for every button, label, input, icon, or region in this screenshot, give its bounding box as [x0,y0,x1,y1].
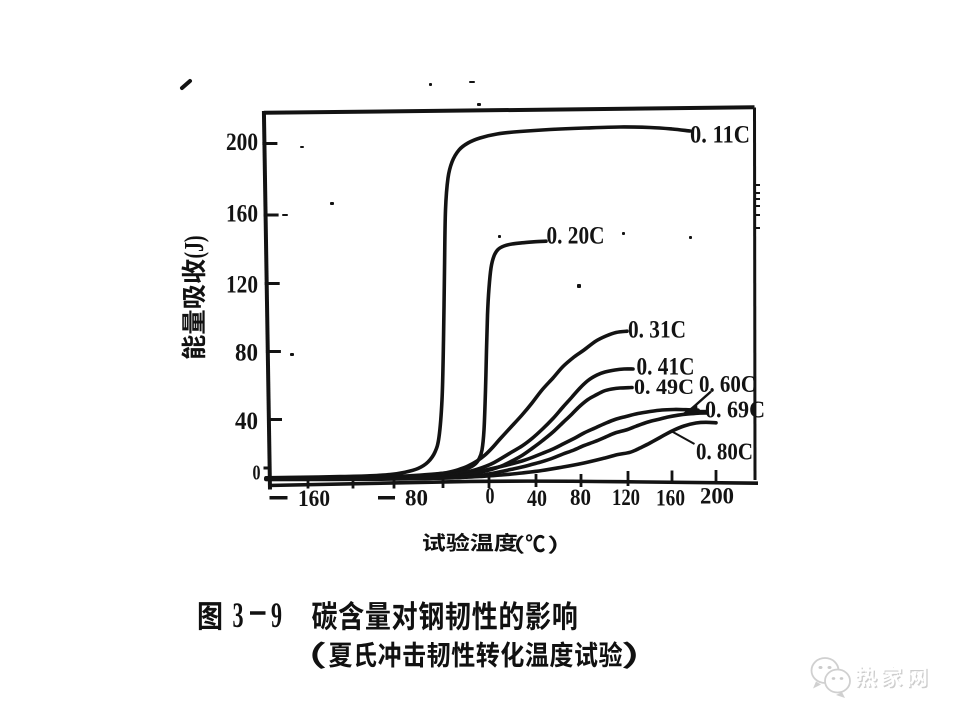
svg-text:9: 9 [271,595,282,635]
svg-text:80: 80 [405,486,428,511]
svg-text:160: 160 [226,201,258,228]
svg-text:120: 120 [612,485,640,510]
svg-text:160: 160 [298,486,330,511]
svg-text:200: 200 [700,484,734,509]
svg-text:80: 80 [235,340,258,367]
svg-text:0. 69C: 0. 69C [705,398,765,424]
svg-text:0. 60C: 0. 60C [699,372,756,398]
svg-text:200: 200 [226,129,258,156]
svg-text:80: 80 [570,485,591,510]
svg-text:3: 3 [233,595,244,635]
svg-text:0. 20C: 0. 20C [547,223,605,250]
svg-text:0: 0 [486,484,495,509]
svg-text:0. 31C: 0. 31C [628,317,686,344]
svg-text:120: 120 [226,272,258,299]
svg-text:0. 49C: 0. 49C [634,374,694,399]
svg-text:0: 0 [253,461,261,485]
svg-text:40: 40 [527,486,547,511]
svg-text:(J): (J) [179,236,209,259]
svg-text:0. 41C: 0. 41C [637,354,695,381]
svg-text:0. 80C: 0. 80C [696,440,753,466]
svg-text:160: 160 [656,486,685,511]
svg-text:0. 11C: 0. 11C [690,122,750,149]
svg-text:40: 40 [235,408,258,435]
